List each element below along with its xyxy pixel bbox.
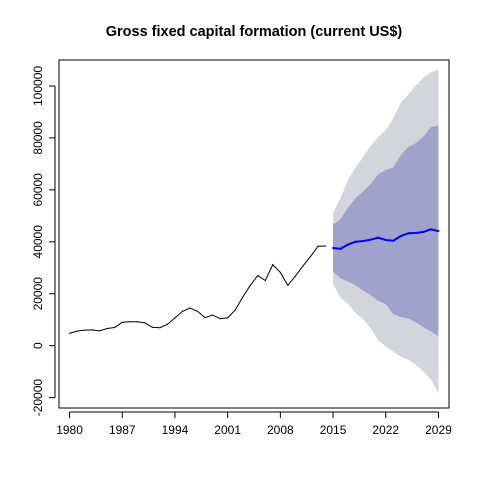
forecast-point: [354, 240, 357, 243]
history-point: [317, 245, 319, 247]
history-point: [219, 318, 221, 320]
y-tick-label: 80000: [31, 121, 45, 155]
forecast-point: [347, 243, 350, 246]
x-tick-label: 2029: [425, 423, 452, 437]
history-point: [121, 321, 123, 323]
history-point: [129, 321, 131, 323]
x-tick-label: 2008: [267, 423, 294, 437]
history-point: [211, 314, 214, 316]
history-point: [242, 296, 244, 298]
history-point: [249, 284, 251, 287]
history-point: [99, 330, 101, 332]
forecast-point: [414, 231, 417, 234]
history-point: [324, 245, 327, 247]
history-point: [189, 307, 191, 309]
forecast-point: [339, 247, 342, 250]
forecast-point: [429, 228, 432, 231]
history-point: [166, 323, 169, 325]
history-point: [302, 265, 304, 267]
forecast-point: [384, 238, 387, 241]
history-point: [227, 317, 229, 319]
history-point: [144, 322, 146, 324]
forecast-point: [377, 236, 380, 239]
history-point: [181, 310, 184, 312]
history-point: [264, 279, 266, 282]
y-tick-label: 100000: [31, 66, 45, 106]
chart-title: Gross fixed capital formation (current U…: [106, 24, 403, 40]
forecast-point: [407, 232, 410, 235]
forecast-point: [399, 235, 402, 238]
history-point: [159, 327, 161, 329]
history-point: [234, 309, 236, 311]
history-point: [257, 274, 259, 277]
y-tick-label: 20000: [31, 277, 45, 311]
prediction-interval-80-band: [333, 125, 439, 337]
history-point: [294, 275, 297, 277]
history-point: [136, 321, 138, 323]
history-point: [309, 255, 312, 258]
history-point: [106, 327, 108, 330]
forecast-point: [369, 238, 372, 241]
forecast-point: [392, 239, 395, 242]
x-tick-label: 1980: [56, 423, 83, 437]
y-tick-label: 60000: [31, 173, 45, 207]
y-tick-label: -20000: [31, 379, 45, 417]
history-point: [204, 317, 206, 319]
history-point: [114, 326, 116, 329]
prediction-interval-80-layer: [333, 125, 439, 337]
x-tick-label: 2015: [320, 423, 347, 437]
history-point: [287, 284, 289, 287]
forecast-point: [362, 240, 365, 243]
history-point: [68, 332, 71, 334]
history-point: [84, 329, 86, 331]
forecast-point: [437, 230, 440, 233]
history-point: [174, 317, 176, 319]
x-tick-label: 1987: [109, 423, 136, 437]
x-tick-label: 1994: [162, 423, 189, 437]
forecast-point: [332, 247, 335, 250]
history-point: [196, 310, 199, 312]
history-series-layer: [68, 245, 327, 334]
y-tick-label: 0: [31, 342, 45, 349]
forecast-point: [422, 230, 425, 233]
x-tick-label: 2001: [214, 423, 241, 437]
x-tick-label: 2022: [372, 423, 399, 437]
forecast-series-layer: [332, 228, 440, 250]
x-axis: 1980 1987 1994 2001 2008 2015 2022 2029: [56, 411, 452, 437]
history-point: [279, 271, 281, 274]
y-axis: -20000 0 20000 40000 60000 80000 100000: [31, 66, 56, 417]
y-tick-label: 40000: [31, 225, 45, 259]
history-point: [76, 330, 78, 332]
history-line: [69, 245, 326, 334]
history-point: [91, 329, 93, 331]
plot-frame: [58, 59, 450, 409]
history-point: [151, 326, 153, 328]
history-point: [272, 264, 274, 266]
